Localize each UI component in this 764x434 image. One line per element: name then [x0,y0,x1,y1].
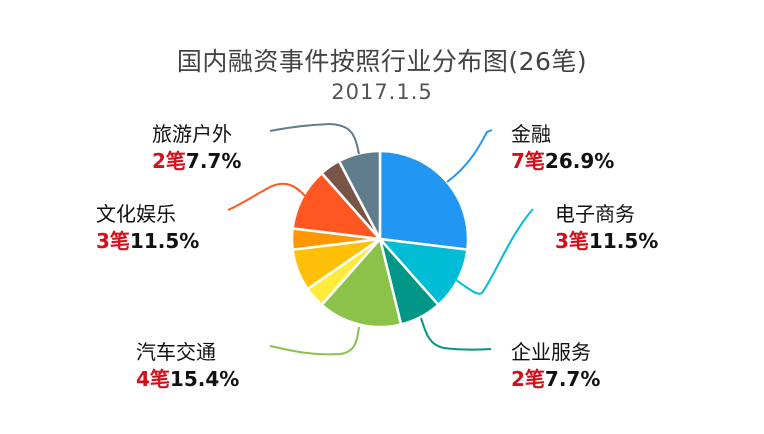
label-jinrong: 金融 7笔26.9% [511,121,614,175]
leader-line-dianzishangwu [455,208,534,295]
label-name: 文化娱乐 [96,202,176,226]
label-count: 2 [152,149,166,173]
label-name: 旅游户外 [152,122,232,146]
label-qichejiaotong: 汽车交通 4笔15.4% [136,339,239,393]
label-unit: 笔 [109,229,130,253]
label-name: 汽车交通 [136,340,216,364]
leader-lines [227,122,534,356]
label-count: 4 [136,367,150,391]
label-unit: 笔 [524,149,545,173]
leader-line-wenhuayule [227,182,306,211]
label-name: 金融 [511,122,551,146]
label-unit: 笔 [165,149,186,173]
label-lvyouhuwai: 旅游户外 2笔7.7% [152,121,241,175]
chart-title: 国内融资事件按照行业分布图(26笔) [176,47,588,76]
label-percent: 15.4% [169,367,240,391]
leader-line-qiyefuwu [420,317,492,351]
label-count: 3 [555,229,569,253]
label-qiyefuwu: 企业服务 2笔7.7% [511,339,600,393]
label-unit: 笔 [524,367,545,391]
chart-date: 2017.1.5 [331,80,433,104]
label-dianzishangwu: 电子商务 3笔11.5% [555,201,658,255]
label-percent: 7.7% [185,149,242,173]
pie-slice-0 [378,149,470,251]
label-name: 电子商务 [555,202,635,226]
label-wenhuayule: 文化娱乐 3笔11.5% [96,201,199,255]
pie-slice-3 [320,237,403,329]
label-count: 2 [511,367,525,391]
label-unit: 笔 [568,229,589,253]
leader-line-qichejiaotong [269,326,360,356]
label-percent: 7.7% [544,367,601,391]
pie-slices [290,149,470,329]
leader-line-lvyouhuwai [269,122,360,155]
label-count: 7 [511,149,525,173]
label-percent: 11.5% [129,229,200,253]
leader-line-jinrong [446,129,493,183]
label-unit: 笔 [149,367,170,391]
label-name: 企业服务 [511,340,591,364]
label-count: 3 [96,229,110,253]
label-percent: 26.9% [544,149,615,173]
label-percent: 11.5% [588,229,659,253]
